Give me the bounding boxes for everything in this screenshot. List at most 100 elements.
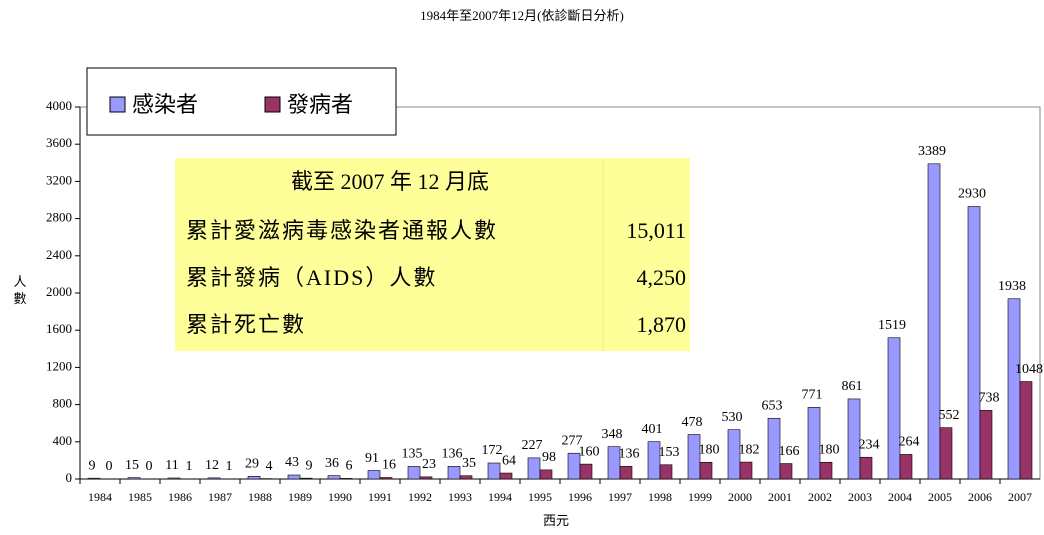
value-label: 1 [186,459,193,474]
value-label: 1048 [1015,362,1043,377]
value-label: 861 [842,379,863,394]
bar [207,477,221,480]
value-label: 29 [245,457,259,472]
y-tick-label: 2800 [46,210,72,225]
x-tick-label: 1986 [168,490,192,504]
bar [459,475,473,480]
bar [127,477,141,480]
bar [899,454,913,480]
bar [807,406,821,480]
x-tick-label: 1990 [328,490,352,504]
legend-swatch [109,96,126,113]
annotation-value: 4,250 [637,265,687,290]
x-tick-label: 1987 [208,490,232,504]
x-tick-label: 1996 [568,490,592,504]
value-label: 15 [125,458,139,473]
value-label: 9 [306,458,313,473]
x-tick-label: 1984 [88,490,112,504]
bar [847,398,861,480]
value-label: 653 [762,398,783,413]
x-tick-label: 2007 [1008,490,1032,504]
bar [327,475,341,480]
x-tick-label: 2001 [768,490,792,504]
value-label: 172 [482,443,503,458]
legend-label: 發病者 [287,93,353,118]
bar [939,427,953,480]
y-tick-label: 800 [53,396,73,411]
annotation-label: 累計愛滋病毒感染者通報人數 [186,218,498,243]
bar [687,434,701,480]
x-tick-label: 1993 [448,490,472,504]
bar [407,466,421,480]
x-tick-label: 1998 [648,490,672,504]
value-label: 23 [422,457,436,472]
bar [247,476,261,480]
value-label: 771 [802,388,823,403]
value-label: 11 [165,458,178,473]
legend-swatch [264,96,281,113]
bar [299,477,313,480]
value-label: 35 [462,456,476,471]
value-label: 98 [542,450,556,465]
value-label: 401 [642,422,663,437]
value-label: 277 [562,433,583,448]
x-tick-label: 2006 [968,490,992,504]
y-tick-label: 1200 [46,358,72,373]
x-tick-label: 2002 [808,490,832,504]
value-label: 16 [382,458,396,473]
value-label: 3389 [918,144,946,159]
bar [579,463,593,480]
value-label: 180 [819,442,840,457]
value-label: 64 [502,453,516,468]
value-label: 478 [682,415,703,430]
bar [859,456,873,480]
value-label: 182 [739,442,760,457]
bar [419,476,433,480]
bar [659,464,673,480]
annotation-label: 累計發病（AIDS）人數 [186,265,437,290]
x-tick-label: 2005 [928,490,952,504]
annotation-label: 累計死亡數 [186,312,306,337]
bar [379,477,393,480]
bar [819,461,833,480]
y-tick-label: 3600 [46,135,72,150]
value-label: 4 [266,459,273,474]
y-tick-label: 4000 [46,98,72,113]
y-tick-label: 2000 [46,284,72,299]
value-label: 135 [402,447,423,462]
bar [607,446,621,480]
bar [927,163,941,480]
bar [699,461,713,480]
bar [287,474,301,480]
x-tick-label: 1997 [608,490,632,504]
bar [779,463,793,480]
chart-subtitle: 1984年至2007年12月(依診斷日分析) [420,8,624,23]
value-label: 1519 [878,318,906,333]
legend-box [86,67,397,136]
bar [647,441,661,480]
value-label: 264 [899,435,920,450]
bar [1019,381,1033,480]
x-tick-label: 1991 [368,490,392,504]
value-label: 136 [619,447,640,462]
bar [539,469,553,480]
bar [447,466,461,480]
value-label: 348 [602,427,623,442]
value-label: 1 [226,459,233,474]
value-label: 153 [659,445,680,460]
value-label: 160 [579,444,600,459]
x-tick-label: 1992 [408,490,432,504]
bar [367,470,381,480]
y-tick-label: 2400 [46,247,72,262]
annotation-value: 15,011 [626,218,686,243]
bar [167,477,181,480]
annotation-title: 截至 2007 年 12 月底 [291,169,489,194]
bar [619,466,633,480]
y-tick-label: 3200 [46,172,72,187]
bar [967,206,981,480]
y-tick-label: 0 [66,470,73,485]
value-label: 6 [346,459,353,474]
x-tick-label: 2004 [888,490,912,504]
value-label: 43 [285,455,299,470]
